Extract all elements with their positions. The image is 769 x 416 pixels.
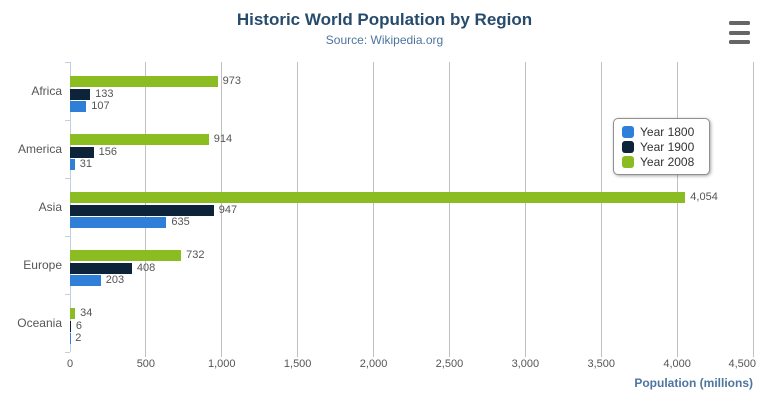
bar-asia-year-2008[interactable] xyxy=(70,192,686,203)
legend-swatch xyxy=(622,140,634,153)
gridline xyxy=(448,62,450,352)
legend-label: Year 1800 xyxy=(640,124,695,139)
x-axis-tick-label: 0 xyxy=(66,358,74,370)
chart-subtitle: Source: Wikipedia.org xyxy=(325,33,444,47)
category-label-oceania: Oceania xyxy=(17,316,62,330)
x-axis-tick xyxy=(752,352,754,357)
bar-oceania-year-2008[interactable] xyxy=(70,308,76,319)
legend-swatch xyxy=(622,125,634,138)
legend-item-year-1800[interactable]: Year 1800 xyxy=(622,124,701,139)
x-axis-title: Population (millions) xyxy=(634,376,753,390)
x-axis-tick-label: 1,000 xyxy=(208,358,236,370)
legend-label: Year 1900 xyxy=(640,139,695,154)
legend-item-year-1900[interactable]: Year 1900 xyxy=(622,139,701,154)
hamburger-icon xyxy=(729,21,750,25)
data-label: 34 xyxy=(80,307,93,319)
category-axis-tick xyxy=(65,294,70,295)
bar-america-year-2008[interactable] xyxy=(70,134,209,145)
x-axis-tick xyxy=(600,352,602,357)
category-label-asia: Asia xyxy=(38,200,62,214)
legend: Year 1800 Year 1900 Year 2008 xyxy=(613,118,710,175)
bar-oceania-year-1900[interactable] xyxy=(70,320,71,332)
x-axis-tick xyxy=(373,352,375,357)
data-label: 107 xyxy=(91,100,110,113)
category-label-africa: Africa xyxy=(31,84,62,98)
legend-label: Year 2008 xyxy=(640,154,695,169)
bar-europe-year-1900[interactable] xyxy=(70,262,132,274)
hamburger-icon xyxy=(729,40,750,44)
bar-america-year-1900[interactable] xyxy=(70,146,94,158)
data-label: 408 xyxy=(136,261,156,274)
hamburger-icon xyxy=(729,30,750,35)
x-axis-tick-label: 500 xyxy=(136,358,156,370)
data-label: 914 xyxy=(213,133,233,145)
category-axis-tick xyxy=(65,178,70,179)
x-axis-tick-label: 2,000 xyxy=(359,358,388,370)
category-label-america: America xyxy=(17,142,62,156)
gridline xyxy=(373,62,375,352)
x-axis-tick xyxy=(676,352,678,357)
data-label: 2 xyxy=(75,332,82,345)
bar-america-year-1800[interactable] xyxy=(70,159,75,171)
data-label: 133 xyxy=(95,87,114,100)
category-axis-tick xyxy=(65,352,70,353)
gridline xyxy=(752,62,754,352)
x-axis-tick-label: 4,000 xyxy=(663,358,691,370)
bar-asia-year-1900[interactable] xyxy=(70,204,214,216)
bar-africa-year-2008[interactable] xyxy=(70,76,218,87)
x-axis-tick-label: 4,500 xyxy=(728,358,756,370)
data-label: 156 xyxy=(98,145,118,158)
legend-item-year-2008[interactable]: Year 2008 xyxy=(622,154,701,169)
x-axis-tick-label: 2,500 xyxy=(435,358,464,370)
gridline xyxy=(600,62,602,352)
bar-africa-year-1800[interactable] xyxy=(70,101,87,113)
category-axis-tick xyxy=(65,120,70,121)
data-label: 635 xyxy=(171,216,190,229)
category-label-europe: Europe xyxy=(23,258,62,272)
data-label: 203 xyxy=(105,274,125,287)
bar-africa-year-1900[interactable] xyxy=(70,88,91,100)
data-label: 31 xyxy=(79,158,92,171)
x-axis-tick xyxy=(297,352,299,357)
bar-asia-year-1800[interactable] xyxy=(70,217,167,229)
legend-swatch xyxy=(622,155,634,168)
category-axis-tick xyxy=(65,62,70,63)
plot-area: 973 133 107 914 156 31 4,054 947 635 732 408 203 34 6… xyxy=(70,62,754,352)
data-label: 947 xyxy=(218,203,238,216)
data-label: 4,054 xyxy=(690,191,718,203)
gridline xyxy=(221,62,223,352)
x-axis-tick-label: 1,500 xyxy=(283,358,312,370)
x-axis-tick xyxy=(145,352,147,357)
gridline xyxy=(676,62,678,352)
x-axis-tick xyxy=(524,352,526,357)
x-axis-tick-label: 3,000 xyxy=(511,358,540,370)
category-axis-tick xyxy=(65,236,70,237)
x-axis-tick-label: 3,500 xyxy=(587,358,615,370)
gridline xyxy=(524,62,526,352)
bar-europe-year-2008[interactable] xyxy=(70,250,182,261)
bar-europe-year-1800[interactable] xyxy=(70,275,101,287)
chart-title: Historic World Population by Region xyxy=(236,10,533,29)
gridline xyxy=(297,62,299,352)
data-label: 973 xyxy=(222,75,242,87)
data-label: 6 xyxy=(75,319,83,332)
x-axis-tick xyxy=(448,352,450,357)
data-label: 732 xyxy=(186,249,205,261)
x-axis-tick xyxy=(221,352,223,357)
context-menu-button[interactable] xyxy=(726,19,753,46)
